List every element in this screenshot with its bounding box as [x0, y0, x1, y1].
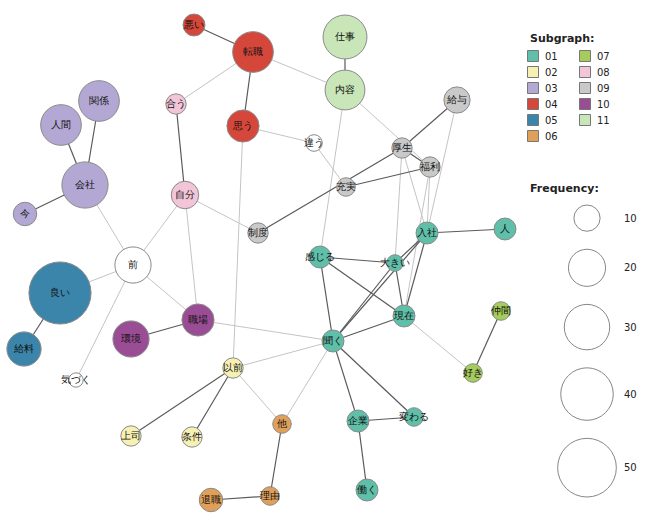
svg-text:感じる: 感じる	[305, 251, 335, 262]
svg-text:会社: 会社	[75, 179, 95, 190]
svg-text:03: 03	[545, 83, 558, 94]
svg-text:06: 06	[545, 131, 558, 142]
svg-text:上司: 上司	[121, 430, 141, 441]
svg-text:09: 09	[597, 83, 610, 94]
svg-text:人: 人	[500, 223, 510, 234]
svg-text:入社: 入社	[417, 227, 437, 238]
svg-text:10: 10	[597, 99, 610, 110]
svg-text:20: 20	[624, 262, 637, 273]
svg-text:50: 50	[624, 462, 637, 473]
svg-text:職場: 職場	[188, 314, 208, 325]
svg-text:仲間: 仲間	[491, 305, 511, 316]
svg-text:Frequency:: Frequency:	[530, 182, 599, 195]
svg-text:05: 05	[545, 115, 558, 126]
svg-text:退職: 退職	[201, 494, 221, 505]
svg-text:条件: 条件	[182, 431, 202, 442]
svg-text:企業: 企業	[348, 415, 368, 426]
svg-text:違う: 違う	[304, 137, 324, 148]
svg-text:転職: 転職	[243, 46, 263, 57]
svg-text:思う: 思う	[232, 120, 253, 131]
svg-text:聞く: 聞く	[323, 335, 343, 346]
svg-text:環境: 環境	[121, 333, 141, 344]
svg-text:08: 08	[597, 67, 610, 78]
svg-text:Subgraph:: Subgraph:	[530, 32, 594, 45]
svg-text:現在: 現在	[394, 310, 414, 321]
svg-text:07: 07	[597, 51, 610, 62]
svg-text:働く: 働く	[357, 484, 377, 495]
svg-text:今: 今	[20, 208, 30, 219]
svg-text:02: 02	[545, 67, 558, 78]
svg-text:01: 01	[545, 51, 558, 62]
svg-text:10: 10	[624, 213, 637, 224]
svg-text:充実: 充実	[336, 181, 356, 192]
svg-text:前: 前	[128, 259, 138, 270]
svg-text:給料: 給料	[13, 343, 34, 354]
svg-text:良い: 良い	[50, 287, 70, 298]
svg-text:人間: 人間	[51, 119, 71, 130]
svg-text:関係: 関係	[89, 95, 109, 106]
svg-text:変わる: 変わる	[399, 411, 429, 422]
svg-text:40: 40	[624, 389, 637, 400]
svg-text:自分: 自分	[175, 189, 195, 200]
svg-text:福利: 福利	[420, 161, 440, 172]
svg-text:仕事: 仕事	[335, 31, 355, 42]
svg-text:合う: 合う	[166, 98, 186, 109]
svg-text:厚生: 厚生	[392, 142, 412, 153]
svg-text:04: 04	[545, 99, 558, 110]
svg-text:制度: 制度	[248, 227, 268, 238]
svg-text:理由: 理由	[260, 490, 280, 501]
svg-text:悪い: 悪い	[183, 19, 204, 30]
svg-text:内容: 内容	[335, 84, 355, 95]
svg-text:11: 11	[597, 115, 610, 126]
svg-text:好き: 好き	[463, 367, 483, 378]
svg-text:気づく: 気づく	[61, 374, 91, 385]
svg-text:他: 他	[277, 418, 287, 429]
svg-text:大きい: 大きい	[380, 257, 410, 268]
svg-text:30: 30	[624, 322, 637, 333]
svg-text:給与: 給与	[446, 94, 467, 105]
svg-text:以前: 以前	[223, 362, 243, 373]
